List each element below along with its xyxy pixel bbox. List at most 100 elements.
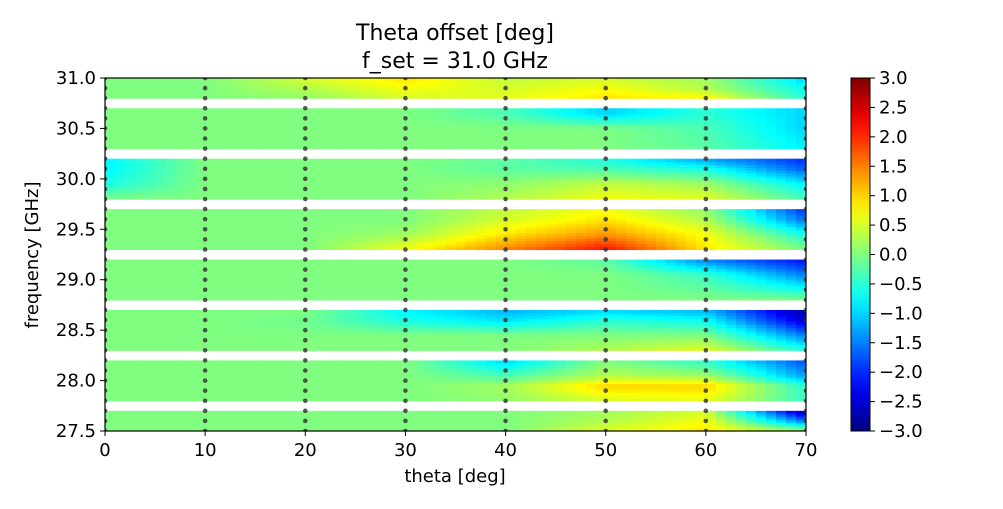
- heatmap-cell: [175, 223, 186, 227]
- heatmap-cell: [105, 214, 116, 219]
- heatmap-cell: [215, 418, 226, 421]
- heatmap-cell: [445, 282, 457, 287]
- heatmap-cell: [385, 363, 397, 367]
- heatmap-cell: [605, 294, 617, 298]
- heatmap-cell: [235, 371, 246, 376]
- heatmap-cell: [695, 279, 707, 284]
- heatmap-cell: [485, 428, 497, 431]
- heatmap-cell: [615, 196, 627, 200]
- heatmap-cell: [305, 420, 316, 423]
- heatmap-cell: [535, 338, 547, 343]
- heatmap-cell: [555, 416, 567, 419]
- heatmap-cell: [275, 309, 286, 314]
- heatmap-cell: [445, 389, 457, 393]
- heatmap-cell: [275, 220, 286, 225]
- heatmap-cell: [465, 262, 477, 266]
- heatmap-cell: [425, 288, 437, 292]
- heatmap-cell: [595, 394, 607, 399]
- heatmap-cell: [235, 333, 246, 337]
- heatmap-cell: [795, 265, 806, 269]
- heatmap-cell: [245, 419, 256, 422]
- heatmap-cell: [115, 262, 126, 266]
- heatmap-cell: [195, 318, 206, 323]
- heatmap-cell: [675, 380, 687, 385]
- heatmap-cell: [165, 374, 176, 379]
- heatmap-cell: [495, 394, 507, 399]
- heatmap-cell: [515, 413, 527, 416]
- heatmap-cell: [205, 229, 216, 233]
- heatmap-cell: [475, 397, 487, 402]
- heatmap-cell: [165, 383, 176, 387]
- heatmap-cell: [745, 271, 757, 275]
- heatmap-cell: [505, 392, 517, 396]
- heatmap-cell: [345, 196, 356, 200]
- heatmap-cell: [395, 333, 407, 337]
- heatmap-cell: [515, 383, 527, 387]
- heatmap-cell: [335, 366, 346, 370]
- heatmap-cell: [465, 268, 477, 272]
- heatmap-cell: [195, 341, 206, 346]
- heatmap-cell: [295, 389, 306, 393]
- heatmap-cell: [125, 341, 136, 346]
- heatmap-cell: [315, 212, 326, 216]
- heatmap-cell: [575, 276, 587, 281]
- heatmap-cell: [575, 235, 587, 239]
- heatmap-cell: [705, 386, 717, 390]
- heatmap-cell: [345, 214, 356, 219]
- heatmap-cell: [125, 338, 136, 343]
- heatmap-cell: [445, 235, 457, 239]
- heatmap-cell: [285, 412, 296, 415]
- heatmap-cell: [585, 265, 597, 269]
- heatmap-cell: [555, 235, 567, 239]
- heatmap-cell: [345, 209, 356, 213]
- heatmap-cell: [725, 386, 737, 390]
- heatmap-cell: [285, 333, 296, 337]
- heatmap-cell: [195, 330, 206, 334]
- heatmap-cell: [455, 360, 467, 364]
- heatmap-cell: [365, 371, 376, 376]
- heatmap-cell: [785, 377, 797, 382]
- heatmap-cell: [235, 341, 246, 346]
- heatmap-cell: [175, 410, 186, 413]
- heatmap-cell: [355, 268, 366, 272]
- heatmap-cell: [665, 262, 677, 266]
- heatmap-cell: [435, 321, 447, 325]
- heatmap-cell: [135, 418, 146, 421]
- heatmap-cell: [615, 217, 627, 222]
- heatmap-cell: [365, 321, 376, 325]
- heatmap-cell: [785, 415, 797, 418]
- heatmap-cell: [695, 416, 707, 419]
- heatmap-cell: [205, 392, 216, 396]
- heatmap-cell: [225, 193, 236, 197]
- heatmap-cell: [645, 418, 657, 421]
- heatmap-cell: [335, 416, 346, 419]
- heatmap-cell: [745, 209, 757, 213]
- heatmap-cell: [265, 363, 276, 367]
- heatmap-cell: [545, 315, 557, 320]
- heatmap-cell: [595, 291, 607, 295]
- heatmap-cell: [585, 321, 597, 325]
- heatmap-cell: [275, 279, 286, 284]
- heatmap-cell: [505, 235, 517, 239]
- heatmap-cell: [215, 410, 226, 413]
- heatmap-cell: [355, 212, 366, 216]
- heatmap-cell: [235, 291, 246, 295]
- heatmap-cell: [365, 318, 376, 323]
- heatmap-cell: [325, 262, 336, 266]
- heatmap-cell: [735, 214, 747, 219]
- heatmap-cell: [395, 366, 407, 370]
- heatmap-cell: [645, 419, 657, 422]
- heatmap-cell: [185, 240, 196, 245]
- heatmap-cell: [325, 428, 336, 431]
- heatmap-cell: [675, 259, 687, 264]
- heatmap-cell: [195, 423, 206, 426]
- heatmap-cell: [675, 394, 687, 399]
- heatmap-cell: [385, 418, 397, 421]
- heatmap-cell: [645, 360, 657, 364]
- heatmap-cell: [115, 259, 126, 264]
- heatmap-cell: [125, 397, 136, 402]
- heatmap-cell: [535, 212, 547, 216]
- heatmap-cell: [275, 428, 286, 431]
- heatmap-cell: [605, 220, 617, 225]
- heatmap-cell: [305, 394, 316, 399]
